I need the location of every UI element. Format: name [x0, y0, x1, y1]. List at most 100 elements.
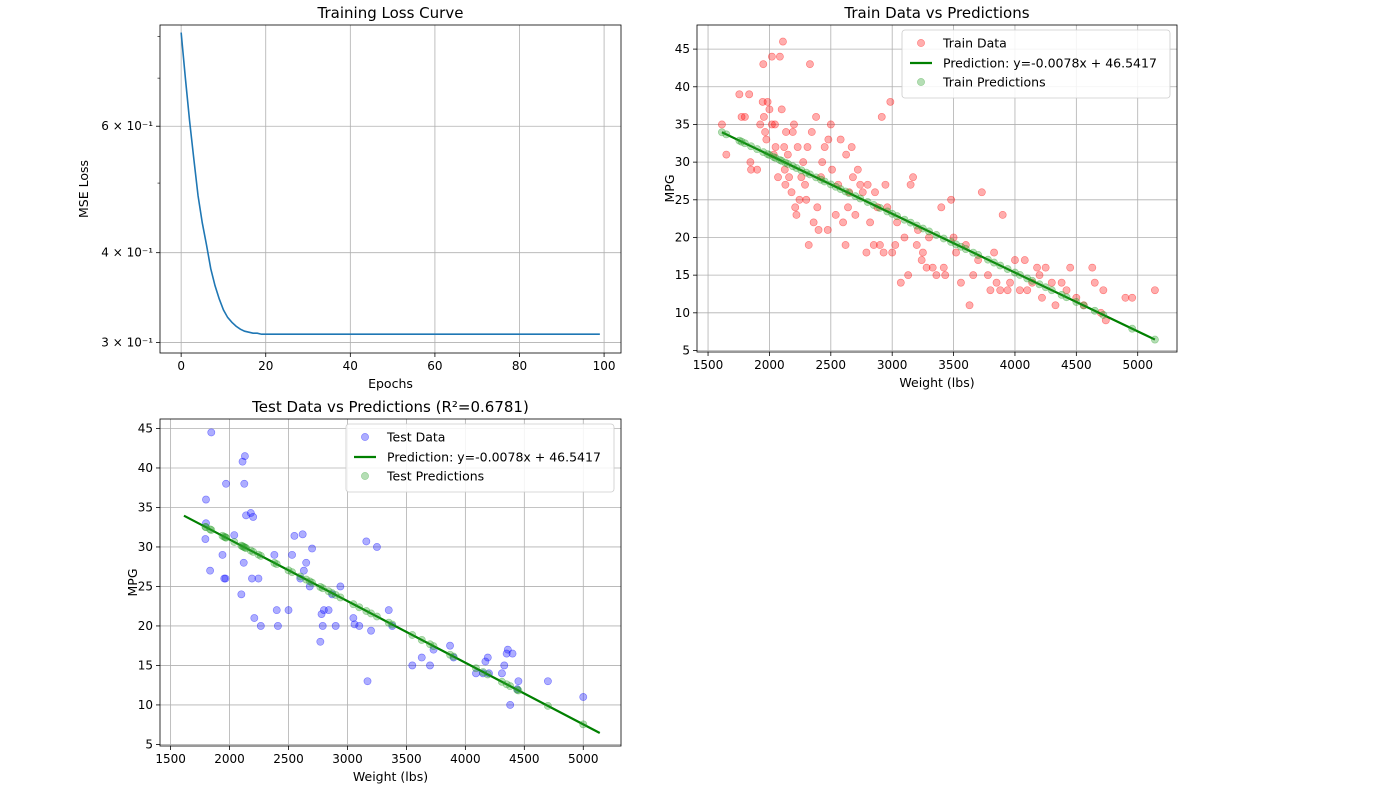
- data-point: [896, 278, 905, 287]
- prediction-point: [1151, 335, 1159, 344]
- prediction-point: [429, 642, 438, 651]
- data-point: [803, 143, 812, 151]
- data-point: [879, 248, 888, 257]
- data-point: [544, 677, 552, 686]
- data-point: [242, 511, 250, 520]
- data-point: [779, 37, 787, 46]
- y-tick-label: 10: [138, 698, 153, 712]
- prediction-point: [820, 177, 829, 186]
- legend-marker-data: [917, 39, 925, 47]
- data-point: [788, 128, 797, 136]
- prediction-point: [974, 251, 983, 259]
- data-point: [812, 113, 820, 121]
- prediction-point: [947, 238, 956, 246]
- data-point: [806, 60, 814, 69]
- prediction-point: [912, 221, 921, 230]
- prediction-point: [249, 547, 258, 556]
- data-point: [737, 113, 746, 121]
- chart-title: Train Data vs Predictions: [843, 4, 1029, 22]
- data-point: [799, 158, 808, 167]
- data-point: [240, 479, 249, 488]
- x-tick-label: 60: [427, 359, 442, 373]
- prediction-point: [765, 151, 774, 159]
- y-tick-label: 15: [675, 268, 690, 282]
- data-point: [862, 248, 871, 257]
- plot-area: [183, 428, 601, 734]
- data-point: [888, 248, 897, 257]
- y-tick-label: 10: [675, 306, 690, 320]
- data-point: [891, 241, 900, 249]
- legend-entry: Train Data: [942, 36, 1007, 51]
- legend-marker-predictions: [361, 472, 369, 480]
- x-axis-label: Epochs: [368, 376, 413, 391]
- prediction-point: [1028, 276, 1037, 285]
- prediction-point: [254, 550, 263, 559]
- prediction-point: [722, 130, 731, 139]
- prediction-point: [207, 526, 216, 534]
- data-point: [780, 165, 789, 174]
- data-point: [877, 113, 886, 121]
- axes-frame: [696, 24, 1178, 353]
- prediction-point: [239, 543, 248, 551]
- prediction-point: [201, 522, 210, 531]
- data-point: [780, 143, 789, 151]
- data-point: [503, 645, 512, 654]
- data-point: [288, 550, 296, 559]
- data-point: [947, 195, 956, 204]
- data-point: [1015, 286, 1024, 295]
- prediction-point: [969, 248, 978, 257]
- x-tick-label: 1500: [155, 752, 186, 766]
- prediction-point: [367, 609, 375, 618]
- data-point: [1011, 256, 1019, 264]
- prediction-point: [783, 159, 792, 168]
- data-point: [506, 701, 515, 709]
- prediction-point: [1057, 291, 1066, 299]
- x-tick-label: 20: [258, 359, 273, 373]
- data-point: [802, 195, 811, 204]
- prediction-point: [781, 158, 790, 167]
- data-point: [1090, 278, 1099, 287]
- y-tick-label: 45: [675, 42, 690, 56]
- data-point: [722, 150, 731, 159]
- data-point: [426, 661, 434, 670]
- prediction-point: [990, 258, 998, 267]
- prediction-point: [851, 192, 860, 201]
- data-point: [363, 677, 372, 686]
- prediction-point: [984, 255, 992, 264]
- x-tick-label: 2500: [273, 752, 304, 766]
- data-point: [483, 653, 492, 662]
- prediction-point: [483, 670, 492, 679]
- prediction-point: [876, 204, 884, 212]
- data-point: [290, 531, 299, 540]
- data-point: [1062, 286, 1071, 295]
- prediction-point: [1128, 324, 1137, 333]
- prediction-point: [753, 145, 762, 154]
- prediction-point: [1003, 265, 1012, 273]
- prediction-point: [318, 584, 327, 593]
- prediction-point: [718, 128, 726, 137]
- legend-entry: Prediction: y=-0.0078x + 46.5417: [943, 56, 1157, 71]
- x-tick-label: 0: [177, 359, 185, 373]
- data-point: [508, 649, 517, 658]
- x-tick-label: 3500: [938, 358, 969, 372]
- prediction-point: [308, 578, 316, 587]
- data-point: [472, 669, 480, 678]
- data-point: [763, 97, 772, 106]
- x-tick-label: 4500: [509, 752, 540, 766]
- data-point: [847, 143, 856, 151]
- data-point: [767, 52, 776, 61]
- prediction-point: [242, 544, 250, 553]
- x-tick-label: 5000: [568, 752, 599, 766]
- prediction-point: [296, 572, 305, 581]
- chart-3: 1500 2000 2500 3000 3500 4000 4500 5000 5 10 15 20 2…: [125, 398, 622, 784]
- data-point: [1003, 286, 1012, 295]
- data-point: [790, 120, 798, 129]
- data-point: [331, 622, 340, 630]
- data-point: [974, 256, 983, 264]
- data-point: [824, 135, 833, 144]
- prediction-point: [932, 231, 941, 239]
- data-point: [841, 241, 850, 249]
- legend-entry: Prediction: y=-0.0078x + 46.5417: [387, 450, 601, 465]
- data-point: [917, 256, 926, 264]
- x-tick-label: 100: [593, 359, 616, 373]
